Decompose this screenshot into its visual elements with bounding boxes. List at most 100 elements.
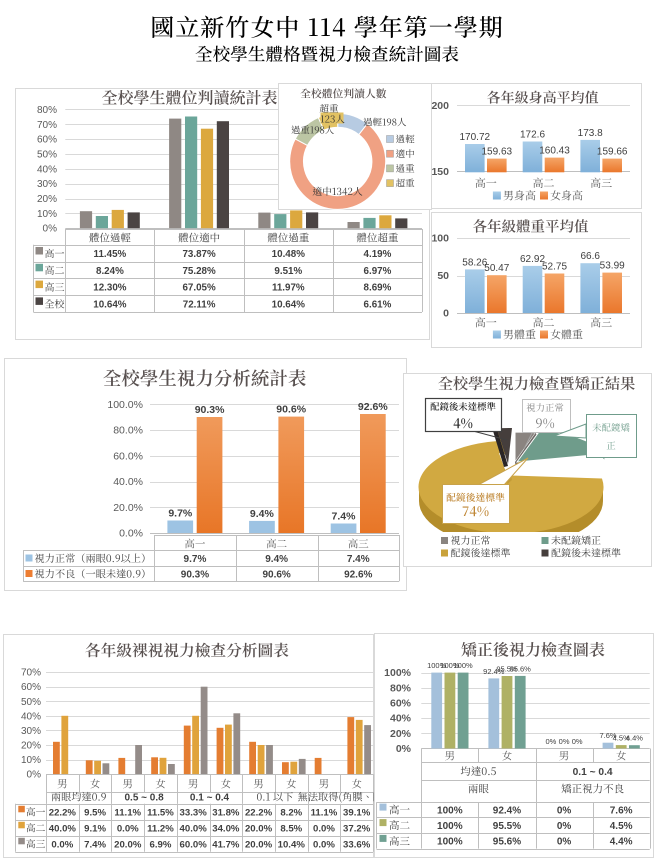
- svg-text:20.0%: 20.0%: [245, 839, 273, 850]
- svg-text:90.3%: 90.3%: [195, 404, 225, 416]
- svg-text:50.47: 50.47: [484, 263, 509, 274]
- svg-text:6.61%: 6.61%: [364, 299, 392, 310]
- svg-text:159.66: 159.66: [597, 147, 628, 158]
- svg-text:90.6%: 90.6%: [276, 404, 306, 416]
- svg-text:80%: 80%: [390, 682, 412, 694]
- svg-text:22.2%: 22.2%: [49, 807, 77, 818]
- svg-text:170.72: 170.72: [460, 132, 491, 143]
- svg-text:30%: 30%: [37, 179, 57, 190]
- svg-text:80%: 80%: [37, 105, 57, 116]
- svg-text:10.48%: 10.48%: [272, 249, 306, 260]
- svg-text:7.4%: 7.4%: [347, 554, 370, 565]
- svg-text:53.99: 53.99: [600, 261, 625, 272]
- svg-text:40%: 40%: [37, 164, 57, 175]
- svg-text:11.1%: 11.1%: [311, 807, 338, 818]
- svg-text:40.0%: 40.0%: [113, 476, 143, 488]
- svg-text:4.5%: 4.5%: [610, 821, 633, 832]
- svg-text:20.0%: 20.0%: [114, 839, 142, 850]
- svg-text:60.0%: 60.0%: [113, 450, 143, 462]
- svg-text:9.4%: 9.4%: [265, 554, 288, 565]
- svg-text:37.2%: 37.2%: [343, 823, 371, 834]
- svg-text:4.4%: 4.4%: [610, 837, 633, 848]
- svg-text:8.5%: 8.5%: [280, 823, 302, 834]
- svg-text:34.0%: 34.0%: [212, 823, 240, 834]
- svg-text:11.5%: 11.5%: [147, 807, 174, 818]
- svg-text:10%: 10%: [37, 209, 57, 220]
- svg-text:70%: 70%: [37, 120, 57, 131]
- svg-text:200: 200: [431, 100, 449, 112]
- svg-text:95.5%: 95.5%: [493, 821, 521, 832]
- svg-text:0%: 0%: [545, 737, 556, 746]
- svg-text:40.0%: 40.0%: [180, 823, 208, 834]
- svg-text:6.97%: 6.97%: [364, 266, 392, 277]
- svg-text:22.2%: 22.2%: [245, 807, 273, 818]
- svg-text:100%: 100%: [437, 837, 463, 848]
- svg-text:7.6%: 7.6%: [599, 731, 616, 740]
- svg-text:40.0%: 40.0%: [49, 823, 77, 834]
- svg-text:33.6%: 33.6%: [343, 839, 371, 850]
- svg-text:10%: 10%: [21, 755, 41, 766]
- svg-text:33.3%: 33.3%: [180, 807, 208, 818]
- svg-text:95.5%: 95.5%: [496, 665, 518, 674]
- svg-text:31.8%: 31.8%: [212, 807, 240, 818]
- svg-text:0%: 0%: [396, 743, 412, 755]
- svg-text:100%: 100%: [454, 661, 474, 670]
- svg-text:9.7%: 9.7%: [184, 554, 207, 565]
- svg-text:4.5%: 4.5%: [613, 734, 630, 743]
- svg-text:0.1 ~ 0.4: 0.1 ~ 0.4: [573, 767, 613, 778]
- svg-text:11.97%: 11.97%: [272, 283, 305, 294]
- svg-text:39.1%: 39.1%: [343, 807, 371, 818]
- svg-text:60%: 60%: [21, 682, 41, 693]
- svg-text:20.0%: 20.0%: [113, 502, 143, 514]
- svg-text:52.75: 52.75: [542, 262, 567, 273]
- svg-text:100%: 100%: [440, 661, 460, 670]
- svg-text:95.6%: 95.6%: [510, 664, 532, 673]
- svg-text:0%: 0%: [557, 837, 572, 848]
- svg-text:100%: 100%: [437, 805, 463, 816]
- svg-text:60%: 60%: [390, 697, 412, 709]
- svg-text:73.87%: 73.87%: [182, 249, 216, 260]
- svg-text:0%: 0%: [43, 224, 58, 235]
- svg-text:41.7%: 41.7%: [212, 839, 240, 850]
- svg-text:9.51%: 9.51%: [274, 266, 302, 277]
- svg-text:159.63: 159.63: [482, 147, 513, 158]
- svg-text:0.0%: 0.0%: [313, 823, 335, 834]
- svg-text:67.05%: 67.05%: [182, 283, 216, 294]
- svg-text:0.0%: 0.0%: [119, 528, 143, 540]
- svg-text:60%: 60%: [37, 135, 57, 146]
- svg-text:9.4%: 9.4%: [250, 508, 275, 520]
- svg-text:90.6%: 90.6%: [262, 570, 290, 581]
- svg-text:95.6%: 95.6%: [493, 837, 521, 848]
- svg-text:0%: 0%: [559, 737, 570, 746]
- svg-text:90.3%: 90.3%: [181, 570, 209, 581]
- svg-text:40%: 40%: [21, 711, 41, 722]
- svg-text:173.8: 173.8: [578, 128, 603, 139]
- svg-text:172.6: 172.6: [520, 130, 545, 141]
- svg-text:11.1%: 11.1%: [114, 807, 141, 818]
- svg-text:12.30%: 12.30%: [93, 283, 127, 294]
- svg-text:100%: 100%: [437, 821, 463, 832]
- svg-text:40%: 40%: [390, 713, 412, 725]
- svg-text:50: 50: [437, 270, 449, 282]
- svg-text:11.2%: 11.2%: [147, 823, 174, 834]
- svg-text:100%: 100%: [427, 661, 447, 670]
- svg-text:10.4%: 10.4%: [278, 839, 306, 850]
- svg-text:50%: 50%: [37, 150, 57, 161]
- svg-text:100%: 100%: [384, 667, 412, 679]
- svg-text:0%: 0%: [557, 805, 572, 816]
- svg-text:7.4%: 7.4%: [332, 511, 357, 523]
- svg-text:0.5 ~ 0.8: 0.5 ~ 0.8: [124, 793, 164, 804]
- svg-text:20%: 20%: [21, 740, 41, 751]
- svg-text:20%: 20%: [390, 728, 412, 740]
- svg-text:20.0%: 20.0%: [245, 823, 273, 834]
- svg-text:100: 100: [431, 233, 449, 245]
- svg-text:0%: 0%: [572, 737, 583, 746]
- svg-text:72.11%: 72.11%: [183, 299, 216, 310]
- svg-text:0.0%: 0.0%: [117, 823, 139, 834]
- svg-text:10.64%: 10.64%: [93, 299, 127, 310]
- svg-text:75.28%: 75.28%: [182, 266, 216, 277]
- svg-text:0.0%: 0.0%: [51, 839, 73, 850]
- svg-text:100.0%: 100.0%: [107, 399, 143, 411]
- svg-text:160.43: 160.43: [539, 146, 570, 157]
- svg-text:7.6%: 7.6%: [610, 805, 633, 816]
